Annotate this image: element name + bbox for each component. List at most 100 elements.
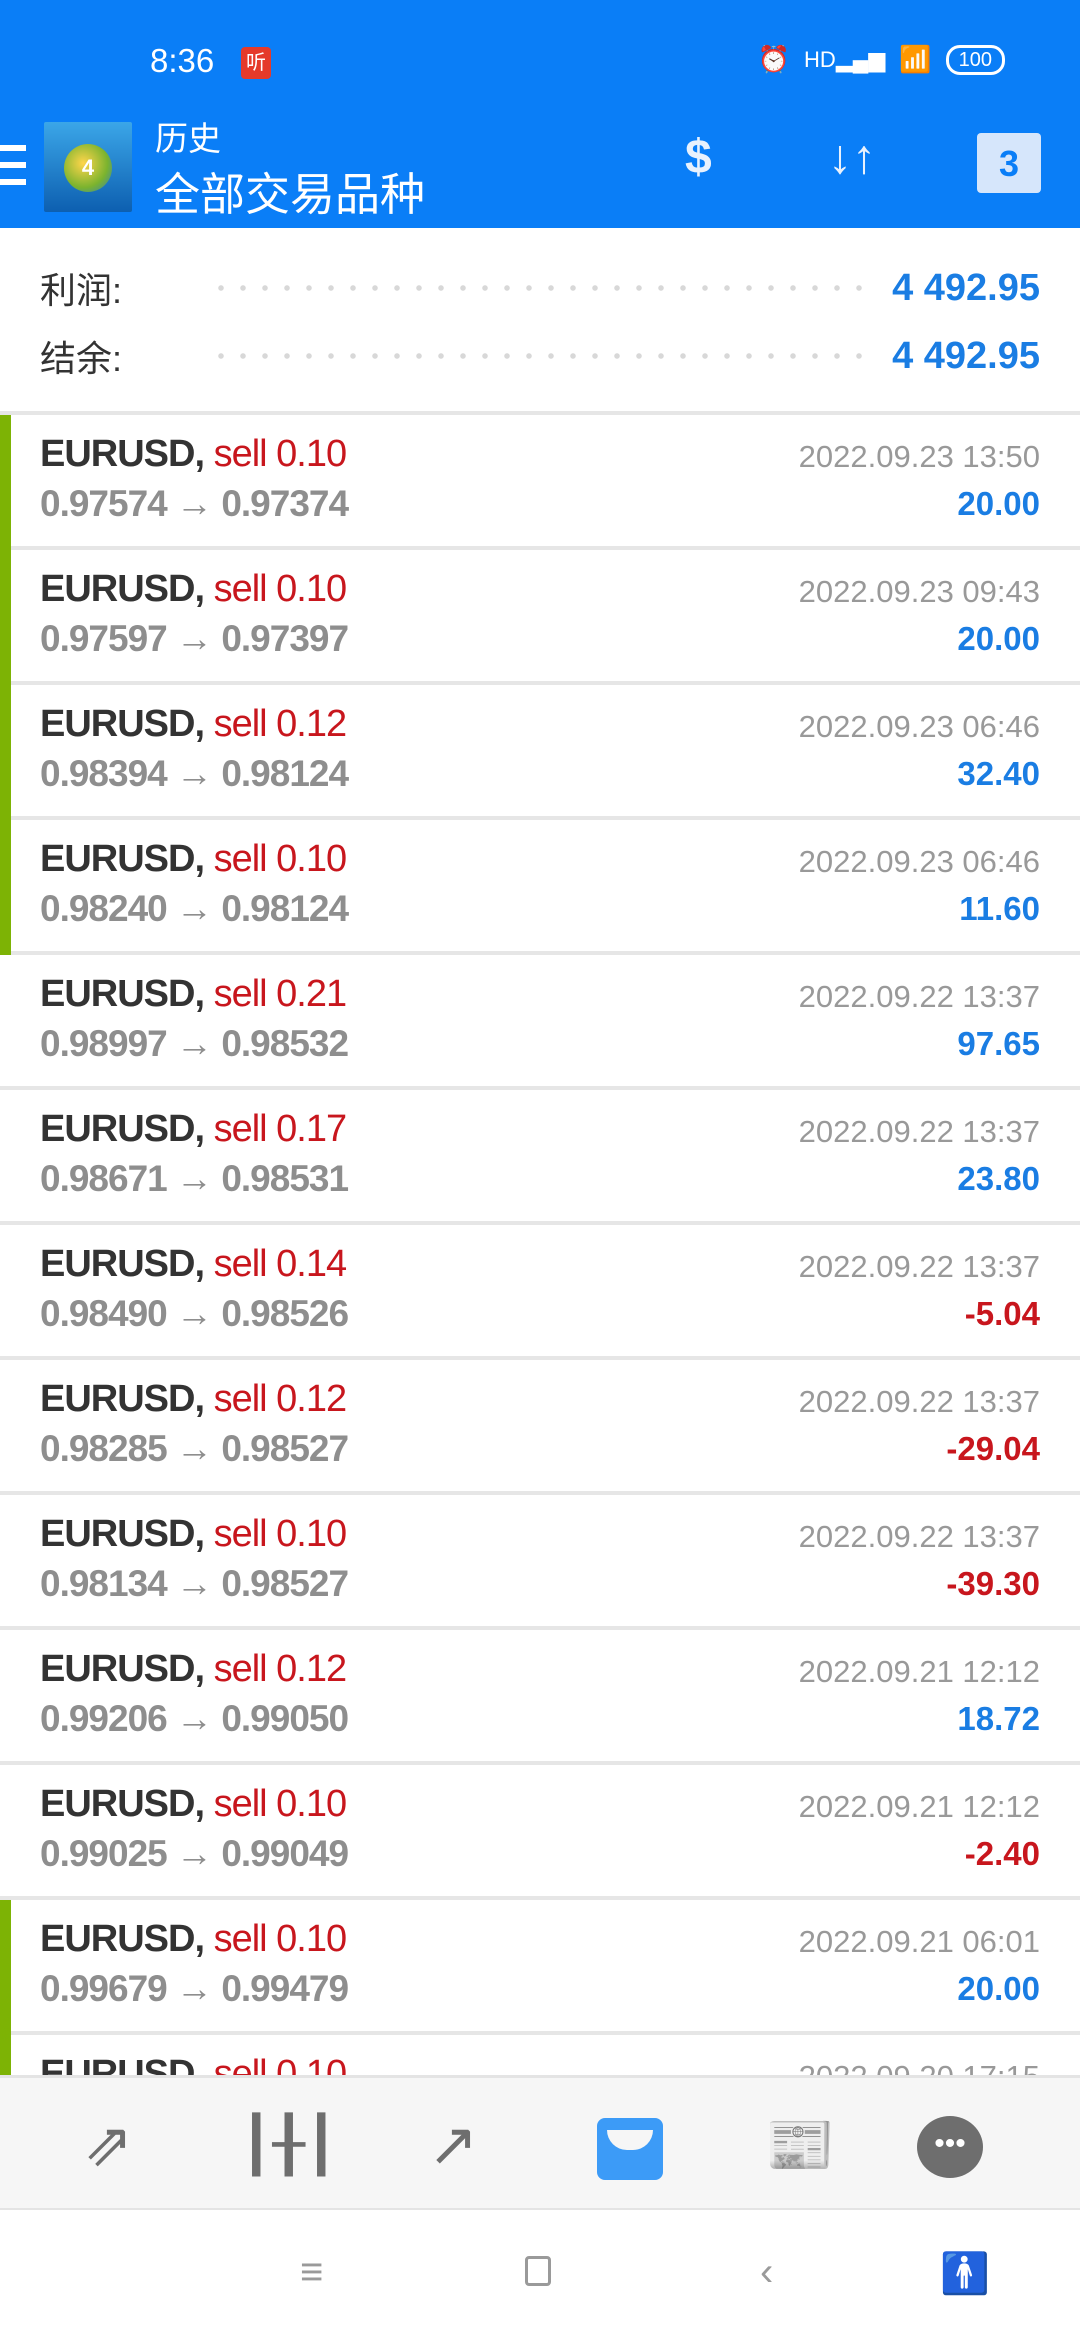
symbol: EURUSD,	[40, 1513, 205, 1555]
arrow-icon: →	[176, 1698, 213, 1739]
open-price: 0.98134	[40, 1563, 168, 1604]
trade-date: 2022.09.22 13:37	[798, 1519, 1040, 1554]
home-icon[interactable]	[525, 2256, 551, 2286]
trade-profit: -2.40	[964, 1835, 1040, 1872]
app-header: 8:36 听 ⏰ HD▂▄▆ 📶 100 4 历史 全部交易品种 $ ↓↑ 3	[0, 0, 1080, 228]
trade-side-volume: sell 0.17	[213, 1108, 348, 1150]
status-time: 8:36	[150, 42, 215, 79]
news-icon[interactable]: 📰	[765, 2113, 835, 2176]
profit-label: 利润:	[40, 270, 123, 311]
trade-side-volume: sell 0.21	[213, 973, 348, 1015]
arrow-icon: →	[176, 888, 213, 929]
trade-date: 2022.09.21 12:12	[798, 1654, 1040, 1689]
trade-symbol: EURUSD, sell 0.10	[40, 838, 347, 881]
trade-symbol: EURUSD, sell 0.10	[40, 2053, 347, 2075]
trade-prices: 0.98134 → 0.98527	[40, 1563, 349, 1605]
trade-date: 2022.09.23 06:46	[798, 844, 1040, 879]
trade-row[interactable]: EURUSD, sell 0.10 0.97574 → 0.97374 2022…	[0, 415, 1080, 550]
arrow-icon: →	[176, 618, 213, 659]
trade-row[interactable]: EURUSD, sell 0.10 0.97597 → 0.97397 2022…	[0, 550, 1080, 685]
trade-history-list[interactable]: EURUSD, sell 0.10 0.97574 → 0.97374 2022…	[0, 415, 1080, 2075]
open-price: 0.98997	[40, 1023, 168, 1064]
trade-row[interactable]: EURUSD, sell 0.10 0.98240 → 0.98124 2022…	[0, 820, 1080, 955]
open-price: 0.99679	[40, 1968, 168, 2009]
trade-profit: -5.04	[964, 1295, 1040, 1332]
trade-prices: 0.99025 → 0.99049	[40, 1833, 349, 1875]
trade-side-volume: sell 0.10	[213, 1783, 348, 1825]
trade-prices: 0.99679 → 0.99479	[40, 1968, 349, 2010]
trade-icon[interactable]: ↗	[427, 2111, 479, 2178]
trade-prices: 0.98285 → 0.98527	[40, 1428, 349, 1470]
trade-row[interactable]: EURUSD, sell 0.10 0.98134 → 0.98527 2022…	[0, 1495, 1080, 1630]
close-price: 0.98527	[221, 1428, 349, 1469]
menu-icon[interactable]	[0, 145, 26, 196]
arrow-icon: →	[176, 1968, 213, 2009]
trade-prices: 0.98240 → 0.98124	[40, 888, 349, 930]
trade-profit: 20.00	[957, 620, 1040, 657]
arrow-icon: →	[176, 483, 213, 524]
symbol: EURUSD,	[40, 1108, 205, 1150]
close-price: 0.98527	[221, 1563, 349, 1604]
trade-prices: 0.98997 → 0.98532	[40, 1023, 349, 1065]
trade-symbol: EURUSD, sell 0.14	[40, 1243, 347, 1286]
symbol-filter-title[interactable]: 全部交易品种	[155, 169, 426, 220]
trade-row[interactable]: EURUSD, sell 0.10 0.99679 → 0.99479 2022…	[0, 1900, 1080, 2035]
history-icon[interactable]	[590, 2110, 670, 2180]
trade-date: 2022.09.22 13:37	[798, 1249, 1040, 1284]
trade-profit: -39.30	[946, 1565, 1040, 1602]
trade-profit: 18.72	[957, 1700, 1040, 1737]
close-price: 0.97397	[221, 618, 349, 659]
trade-profit: 97.65	[957, 1025, 1040, 1062]
close-price: 0.98531	[221, 1158, 349, 1199]
arrow-icon: →	[176, 1428, 213, 1469]
system-nav-bar: ≡ ‹ 🚹	[0, 2210, 1080, 2340]
back-icon[interactable]: ‹	[760, 2250, 774, 2294]
symbol: EURUSD,	[40, 1783, 205, 1825]
profit-value: 4 492.95	[892, 266, 1040, 309]
symbol: EURUSD,	[40, 568, 205, 610]
bottom-nav: ⇗ ┃╂┃ ↗ 📰 •••	[0, 2075, 1080, 2210]
chart-icon[interactable]: ┃╂┃	[240, 2115, 338, 2175]
trade-symbol: EURUSD, sell 0.10	[40, 1513, 347, 1556]
trade-side-volume: sell 0.12	[213, 1648, 348, 1690]
trade-profit: 20.00	[957, 485, 1040, 522]
trade-side-volume: sell 0.10	[213, 568, 348, 610]
trade-row[interactable]: EURUSD, sell 0.10 2022.09.20 17:15	[0, 2035, 1080, 2075]
chat-icon[interactable]: •••	[910, 2110, 990, 2180]
wifi-icon: 📶	[899, 44, 932, 74]
trade-side-volume: sell 0.10	[213, 1918, 348, 1960]
open-price: 0.98285	[40, 1428, 168, 1469]
symbol: EURUSD,	[40, 1648, 205, 1690]
trade-symbol: EURUSD, sell 0.17	[40, 1108, 348, 1151]
trade-row[interactable]: EURUSD, sell 0.12 0.98285 → 0.98527 2022…	[0, 1360, 1080, 1495]
trade-date: 2022.09.22 13:37	[798, 1384, 1040, 1419]
quotes-icon[interactable]: ⇗	[82, 2111, 134, 2178]
trade-row[interactable]: EURUSD, sell 0.12 0.99206 → 0.99050 2022…	[0, 1630, 1080, 1765]
symbol: EURUSD,	[40, 2053, 205, 2075]
trade-profit: -29.04	[946, 1430, 1040, 1467]
balance-value: 4 492.95	[892, 334, 1040, 377]
currency-exchange-icon[interactable]: $	[685, 131, 712, 184]
trade-symbol: EURUSD, sell 0.10	[40, 1783, 348, 1826]
trade-side-volume: sell 0.12	[213, 1378, 348, 1420]
trade-prices: 0.99206 → 0.99050	[40, 1698, 349, 1740]
trade-row[interactable]: EURUSD, sell 0.12 0.98394 → 0.98124 2022…	[0, 685, 1080, 820]
sort-icon[interactable]: ↓↑	[828, 131, 876, 184]
trade-row[interactable]: EURUSD, sell 0.21 0.98997 → 0.98532 2022…	[0, 955, 1080, 1090]
close-price: 0.98526	[221, 1293, 349, 1334]
accessibility-icon[interactable]: 🚹	[940, 2252, 990, 2296]
trade-row[interactable]: EURUSD, sell 0.14 0.98490 → 0.98526 2022…	[0, 1225, 1080, 1360]
trade-row[interactable]: EURUSD, sell 0.17 0.98671 → 0.98531 2022…	[0, 1090, 1080, 1225]
symbol: EURUSD,	[40, 1378, 205, 1420]
close-price: 0.99049	[221, 1833, 349, 1874]
trade-row[interactable]: EURUSD, sell 0.10 0.99025 → 0.99049 2022…	[0, 1765, 1080, 1900]
trade-profit: 20.00	[957, 1970, 1040, 2007]
dot-leader	[210, 353, 873, 359]
recent-apps-icon[interactable]: ≡	[300, 2250, 324, 2294]
calendar-icon[interactable]: 3	[977, 133, 1041, 193]
close-price: 0.97374	[221, 483, 349, 524]
open-price: 0.97574	[40, 483, 168, 524]
arrow-icon: →	[176, 753, 213, 794]
symbol: EURUSD,	[40, 838, 205, 880]
trade-symbol: EURUSD, sell 0.10	[40, 568, 348, 611]
